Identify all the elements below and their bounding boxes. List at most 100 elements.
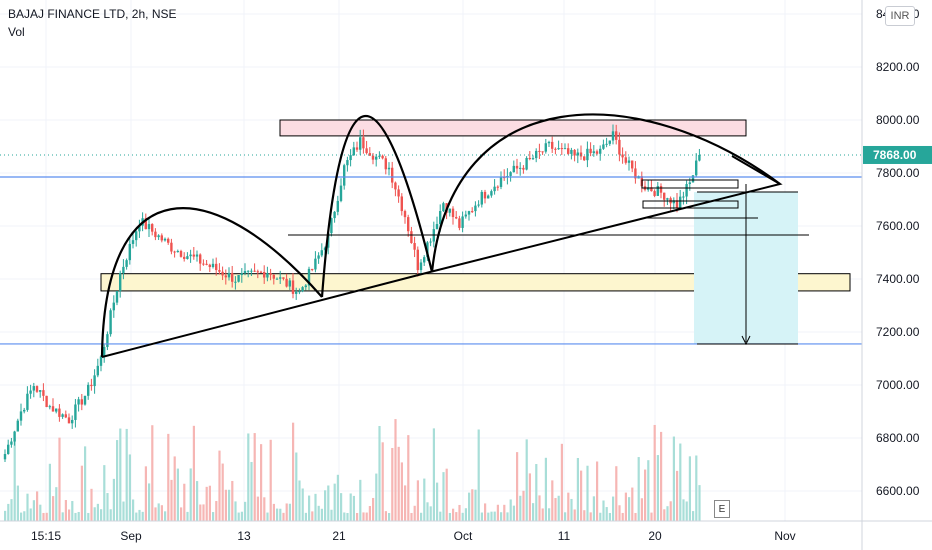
events-button[interactable]: E [714,500,730,518]
candle [647,187,650,190]
candle [474,205,477,212]
candle [400,196,403,212]
volume-bar [400,462,403,521]
candle [499,177,503,187]
volume-bar [109,509,112,521]
candle [570,149,573,154]
volume-bar [650,512,653,521]
candle [691,175,695,183]
currency-badge[interactable]: INR [885,6,915,26]
candle [509,172,512,176]
candle [573,149,576,156]
candle [227,272,231,278]
volume-bar [10,499,13,521]
candle [135,231,138,241]
volume-bar [656,455,659,521]
volume-bar [320,508,323,521]
candle [176,250,179,253]
volume-bar [461,512,464,521]
candle [493,186,496,192]
candle [688,182,691,185]
candle [122,266,125,274]
candle [458,218,461,228]
volume-bar [234,501,237,521]
volume-bar [180,507,183,521]
candle [311,268,314,270]
volume-bar [624,492,627,521]
volume-bar [580,470,583,521]
volume-bar [522,490,525,521]
y-tick-label: 7400.00 [876,272,920,286]
volume-bar [544,457,547,521]
candle [650,187,653,192]
volume-bar [308,495,311,521]
volume-bar [170,479,173,521]
candle [189,254,192,257]
candle [627,160,631,163]
volume-bar [128,454,131,521]
candle [333,211,336,219]
candle [666,198,669,200]
last-price-label: 7868.00 [873,148,917,162]
volume-bar [426,502,429,521]
volume-bar [58,437,61,521]
candle [106,334,109,347]
volume-bar [634,512,637,521]
volume-bar [672,436,675,521]
consolidation-box [642,200,739,209]
volume-bar [4,510,7,521]
volume-bar [13,438,16,521]
volume-bar [455,512,458,521]
candle [263,271,266,278]
volume-bar [679,443,682,521]
candle [349,155,352,161]
y-tick-label: 6600.00 [876,484,920,498]
volume-bar [29,508,32,521]
volume-bar [381,442,384,521]
candle [90,384,93,387]
volume-bar [173,456,176,521]
candle [403,211,407,218]
volume-bar [653,424,656,521]
candle [695,160,698,176]
volume-bar [39,504,42,521]
x-tick-label: 15:15 [31,529,61,543]
candle [295,291,298,294]
candle [592,151,595,154]
volume-bar [557,495,560,521]
candle [119,273,122,292]
candle [391,167,394,183]
volume-bar [573,509,576,521]
candle [131,240,135,244]
volume-bar [605,507,608,521]
candle [477,204,480,206]
candle [563,148,567,150]
volume-bar [567,492,570,521]
candle [240,273,243,276]
candle [64,414,67,418]
volume-bar [468,492,471,521]
volume-bar [279,508,282,521]
candle [26,393,29,410]
volume-bar [32,500,35,521]
volume-bar [512,505,515,521]
candle [154,231,157,238]
volume-bar [112,478,115,521]
arc-3 [430,113,781,273]
volume-bar [272,503,275,521]
volume-bar [583,510,586,521]
candle [103,346,106,357]
candle [362,137,365,149]
volume-bar [548,508,551,521]
volume-bar [506,512,509,521]
candle [547,141,551,144]
volume-bar [327,485,330,521]
volume-bar [132,499,135,521]
candle [611,131,615,141]
volume-bar [48,463,51,521]
volume-bar [263,497,266,521]
volume-bar [471,489,474,521]
candle [528,157,531,159]
volume-bar [160,505,163,521]
